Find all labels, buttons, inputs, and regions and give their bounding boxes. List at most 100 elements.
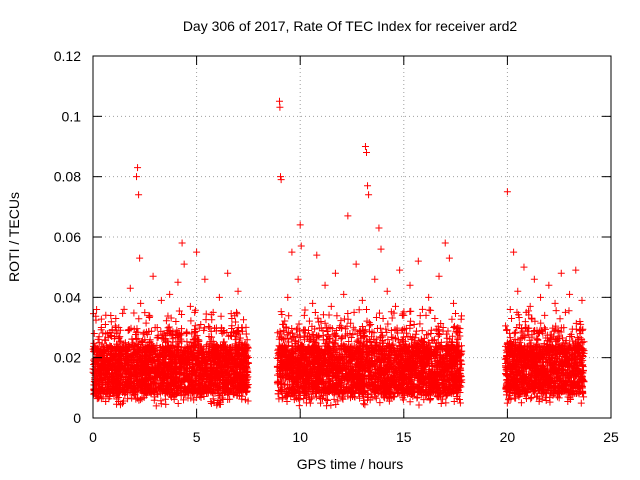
data-point — [356, 394, 364, 402]
data-point — [138, 386, 146, 394]
data-point — [233, 373, 241, 381]
data-point — [561, 308, 569, 316]
data-point — [364, 182, 372, 190]
data-point — [183, 338, 191, 346]
data-point — [383, 287, 391, 295]
data-point — [126, 284, 134, 292]
data-point — [344, 212, 352, 220]
data-point — [224, 385, 232, 393]
data-point — [278, 311, 286, 319]
data-point — [93, 346, 101, 354]
data-point — [200, 326, 208, 334]
data-point — [132, 370, 140, 378]
data-point — [224, 269, 232, 277]
data-point — [99, 345, 107, 353]
data-point — [158, 334, 166, 342]
data-point — [215, 293, 223, 301]
data-point — [384, 336, 392, 344]
data-point — [172, 331, 180, 339]
data-point — [341, 332, 349, 340]
data-point — [131, 369, 139, 377]
data-point — [150, 368, 158, 376]
data-point — [167, 370, 175, 378]
data-point — [234, 326, 242, 334]
data-point — [236, 334, 244, 342]
data-point — [120, 354, 128, 362]
data-point — [115, 368, 123, 376]
data-point — [223, 347, 231, 355]
data-point — [195, 379, 203, 387]
data-point — [92, 345, 100, 353]
data-point — [107, 350, 115, 358]
data-point — [576, 317, 584, 325]
data-point — [229, 388, 237, 396]
data-point — [136, 348, 144, 356]
data-point — [327, 302, 335, 310]
data-point — [96, 388, 104, 396]
data-point — [209, 353, 217, 361]
data-point — [427, 326, 435, 334]
data-point — [181, 375, 189, 383]
data-point — [161, 395, 169, 403]
data-point — [174, 278, 182, 286]
data-point — [186, 345, 194, 353]
data-point — [115, 356, 123, 364]
data-point — [323, 402, 331, 410]
data-point — [572, 266, 580, 274]
data-point — [218, 369, 226, 377]
data-point — [244, 353, 252, 361]
data-point — [97, 326, 105, 334]
data-point — [113, 343, 121, 351]
data-point — [545, 281, 553, 289]
data-point — [152, 402, 160, 410]
data-point — [206, 380, 214, 388]
data-point — [241, 383, 249, 391]
data-point — [182, 347, 190, 355]
data-point — [241, 348, 249, 356]
data-point — [145, 313, 153, 321]
data-point — [520, 263, 528, 271]
data-point — [162, 374, 170, 382]
data-point — [283, 398, 291, 406]
data-point — [179, 369, 187, 377]
data-point — [194, 361, 202, 369]
data-point — [372, 394, 380, 402]
data-point — [129, 339, 137, 347]
data-point — [108, 369, 116, 377]
data-point — [294, 275, 302, 283]
data-point — [243, 341, 251, 349]
data-point — [441, 239, 449, 247]
data-point — [288, 324, 296, 332]
data-point — [210, 371, 218, 379]
data-point — [186, 302, 194, 310]
data-point — [101, 320, 109, 328]
data-point — [202, 367, 210, 375]
data-point — [406, 281, 414, 289]
data-point — [157, 397, 165, 405]
data-point — [172, 365, 180, 373]
data-point — [238, 339, 246, 347]
data-point — [207, 400, 215, 408]
data-point — [124, 326, 132, 334]
data-point — [239, 342, 247, 350]
data-point — [288, 248, 296, 256]
data-point — [130, 383, 138, 391]
data-point — [166, 290, 174, 298]
data-point — [371, 275, 379, 283]
data-point — [422, 311, 430, 319]
data-point — [208, 333, 216, 341]
data-point — [122, 344, 130, 352]
data-point — [180, 260, 188, 268]
data-point — [162, 317, 170, 325]
data-point — [198, 388, 206, 396]
data-point — [191, 308, 199, 316]
data-point — [113, 328, 121, 336]
grid-lines — [93, 56, 611, 418]
data-point — [119, 386, 127, 394]
data-point — [116, 371, 124, 379]
data-point — [119, 309, 127, 317]
data-point — [344, 310, 352, 318]
data-point — [119, 362, 127, 370]
data-point — [116, 401, 124, 409]
